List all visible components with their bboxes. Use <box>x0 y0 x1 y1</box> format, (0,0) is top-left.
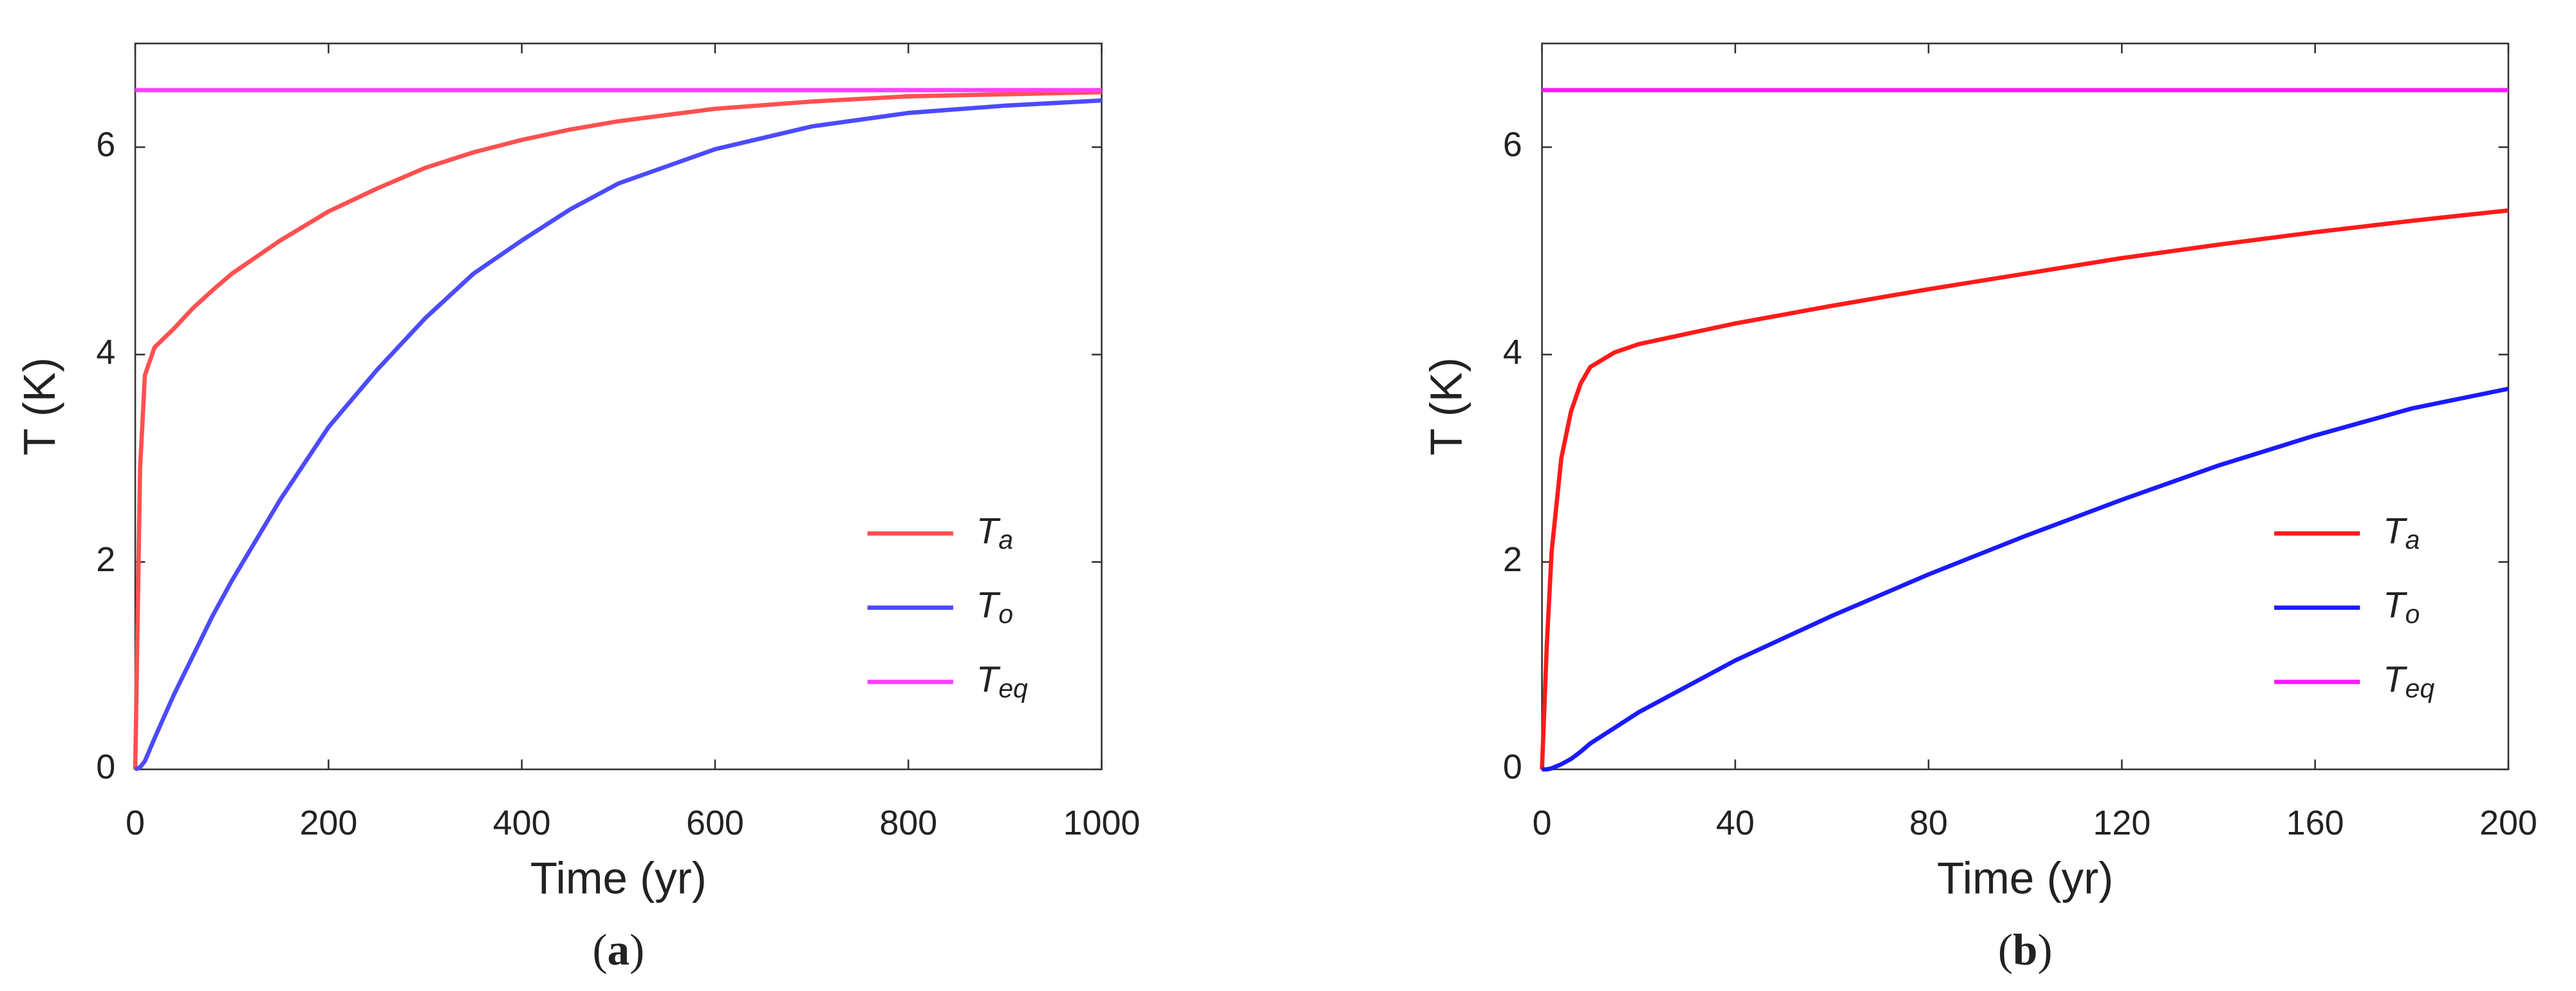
x-tick-label: 80 <box>1909 804 1948 842</box>
y-axis-label: T (K) <box>1421 357 1471 455</box>
x-tick-label: 40 <box>1716 804 1755 842</box>
x-tick-label: 120 <box>2093 804 2151 842</box>
chart: 0 2 4 6 0 40 80 120 160 200 Time (yr) T (K) (b) Ta To T… <box>1421 42 2537 974</box>
series-line <box>1540 208 2509 769</box>
y-tick-label: 4 <box>1503 333 1522 372</box>
y-tick-label: 6 <box>1503 126 1522 164</box>
x-tick-label: 200 <box>2479 804 2537 842</box>
series-line <box>133 90 1102 769</box>
y-tick-label: 0 <box>1503 748 1522 786</box>
legend-label: Teq <box>2383 659 2434 703</box>
x-tick-label: 200 <box>299 804 357 842</box>
x-tick-label: 800 <box>879 804 937 842</box>
series-line <box>1542 386 2509 772</box>
y-tick-label: 0 <box>96 748 115 786</box>
legend-label: Ta <box>976 510 1013 554</box>
plot-frame <box>1541 42 2510 771</box>
legend-label: Ta <box>2383 510 2420 554</box>
series-line <box>134 98 1102 771</box>
y-tick-label: 4 <box>96 333 115 372</box>
x-tick-label: 0 <box>126 804 145 842</box>
y-tick-label: 6 <box>96 126 115 164</box>
chart: 0 2 4 6 0 200 400 600 800 1000 Time (yr) T (K) (a) Ta… <box>14 42 1141 974</box>
y-tick-label: 2 <box>1503 540 1522 579</box>
y-tick-label: 2 <box>96 540 115 579</box>
x-tick-label: 0 <box>1533 804 1552 842</box>
x-tick-label: 1000 <box>1063 804 1141 842</box>
x-tick-label: 600 <box>686 804 744 842</box>
y-axis-label: T (K) <box>14 357 64 455</box>
x-axis-label: Time (yr) <box>1937 853 2113 903</box>
plot-frame <box>134 42 1103 771</box>
legend-label: Teq <box>976 659 1028 703</box>
x-tick-label: 400 <box>493 804 551 842</box>
x-tick-label: 160 <box>2286 804 2344 842</box>
panel-label: (b) <box>1998 925 2053 974</box>
panel-label: (a) <box>592 925 644 974</box>
legend-label: To <box>2383 585 2420 629</box>
x-axis-label: Time (yr) <box>530 853 707 903</box>
legend-label: To <box>976 585 1013 629</box>
